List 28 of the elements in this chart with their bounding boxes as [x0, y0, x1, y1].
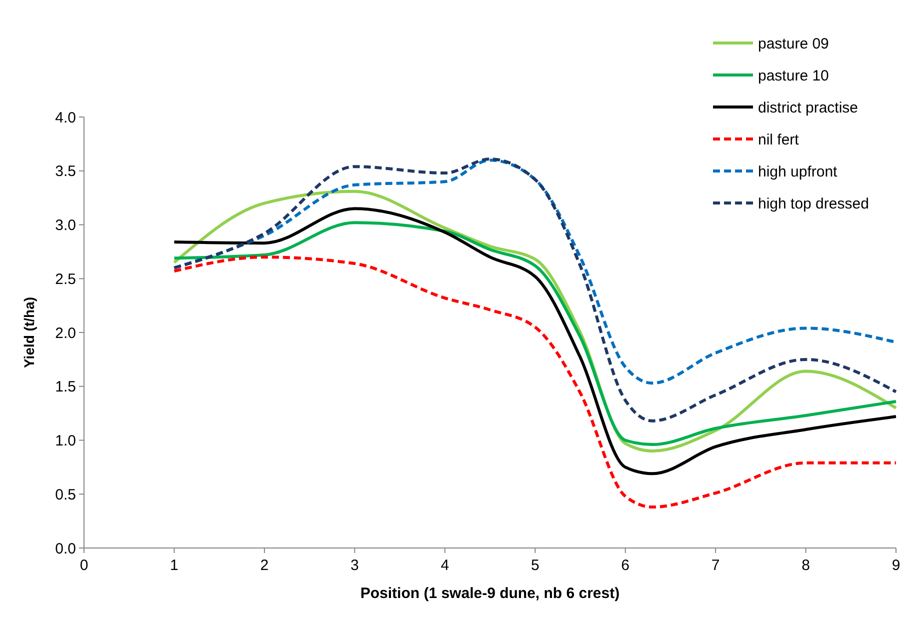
x-tick-label: 6	[621, 557, 630, 574]
x-tick-label: 2	[260, 557, 269, 574]
x-tick-label: 0	[80, 557, 88, 574]
line-series	[172, 256, 898, 509]
x-axis-title: Position (1 swale-9 dune, nb 6 crest)	[360, 585, 620, 602]
legend-label: high upfront	[758, 163, 838, 180]
y-axis-title: Yield (t/ha)	[21, 296, 37, 368]
y-tick-label: 0.0	[55, 540, 76, 558]
legend-label: pasture 09	[758, 35, 829, 52]
y-tick-label: 3.5	[55, 163, 76, 180]
y-tick-label: 2.5	[55, 270, 76, 288]
x-tick-label: 4	[440, 557, 450, 574]
x-tick-label: 5	[530, 557, 540, 574]
y-tick-label: 3.0	[55, 217, 76, 234]
x-tick-label: 8	[802, 557, 810, 574]
x-tick-label: 7	[711, 557, 720, 574]
x-tick-label: 1	[170, 557, 178, 574]
y-tick-label: 0.5	[55, 486, 76, 504]
y-tick-label: 1.5	[55, 378, 76, 396]
legend-label: nil fert	[758, 131, 800, 148]
x-tick-label: 3	[350, 557, 359, 574]
y-tick-label: 2.0	[55, 324, 76, 342]
y-tick-label: 1.0	[55, 432, 76, 450]
x-tick-label: 9	[892, 557, 900, 574]
y-tick-label: 4.0	[55, 109, 76, 126]
legend-label: district practise	[758, 99, 858, 116]
legend-label: pasture 10	[758, 67, 829, 84]
legend-label: high top dressed	[758, 195, 869, 212]
